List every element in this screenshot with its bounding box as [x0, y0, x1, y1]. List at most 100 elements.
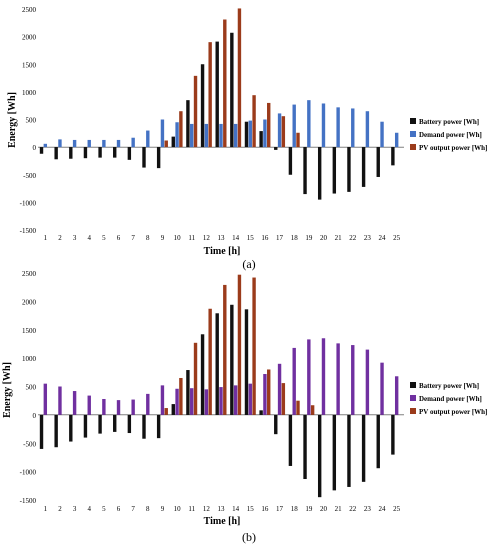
bar-battery-13: [215, 313, 219, 415]
x-tick-label: 11: [188, 234, 195, 242]
bar-demand-4: [87, 395, 91, 415]
y-tick-label: 500: [26, 384, 37, 392]
bar-battery-12: [200, 334, 205, 415]
x-tick-label: 9: [161, 505, 165, 513]
bar-pv-13: [223, 19, 227, 148]
legend-label: Battery power [Wh]: [419, 382, 479, 390]
bar-pv-12: [208, 42, 212, 148]
x-tick-label: 11: [188, 505, 195, 513]
y-tick-label: 2500: [22, 6, 37, 14]
x-tick-label: 20: [320, 234, 328, 242]
bar-pv-14: [237, 274, 242, 415]
y-tick-label: -1000: [20, 469, 37, 477]
bar-battery-7: [127, 414, 132, 434]
legend-swatch: [410, 382, 416, 388]
y-tick-label: 2000: [22, 298, 37, 306]
bar-pv-16: [267, 102, 271, 148]
bar-pv-18: [296, 132, 300, 148]
legend-label: Battery power [Wh]: [419, 118, 479, 126]
bar-demand-16: [263, 374, 267, 415]
bar-demand-21: [336, 107, 340, 148]
x-tick-label: 3: [73, 234, 77, 242]
x-tick-label: 4: [87, 234, 91, 242]
panel-label: (a): [242, 257, 255, 271]
x-tick-label: 10: [174, 505, 182, 513]
bar-battery-16: [259, 131, 263, 148]
x-tick-label: 25: [393, 505, 401, 513]
x-tick-label: 16: [261, 505, 269, 513]
bar-battery-3: [69, 147, 73, 159]
bar-battery-8: [142, 147, 146, 168]
y-axis-label: Energy [Wh]: [2, 362, 13, 418]
x-tick-label: 15: [247, 234, 255, 242]
x-tick-label: 7: [131, 234, 135, 242]
bar-demand-22: [351, 345, 355, 415]
bar-demand-24: [380, 121, 384, 148]
bar-battery-25: [391, 147, 395, 166]
x-tick-label: 21: [335, 505, 343, 513]
y-axis-label: Energy [Wh]: [7, 92, 18, 148]
bar-battery-20: [317, 414, 322, 498]
bar-demand-20: [321, 338, 326, 415]
bar-battery-25: [391, 414, 395, 455]
bar-demand-18: [292, 104, 296, 148]
bar-pv-19: [310, 405, 315, 415]
x-tick-label: 4: [87, 505, 91, 513]
x-tick-label: 22: [349, 234, 357, 242]
bar-battery-6: [113, 147, 117, 158]
bar-battery-15: [244, 121, 249, 148]
bar-battery-9: [156, 414, 161, 439]
bar-pv-16: [267, 369, 271, 415]
bar-demand-13: [219, 387, 223, 415]
x-tick-label: 25: [393, 234, 401, 242]
panel-label: (b): [242, 530, 256, 544]
bar-battery-10: [171, 136, 175, 148]
bar-battery-23: [361, 414, 366, 482]
bar-battery-5: [98, 147, 102, 158]
y-tick-label: -500: [23, 172, 36, 180]
x-tick-label: 10: [174, 234, 182, 242]
bar-pv-18: [296, 400, 300, 415]
y-tick-label: -1500: [20, 497, 37, 505]
bar-battery-23: [361, 147, 366, 187]
bar-battery-4: [83, 414, 88, 438]
bar-demand-11: [190, 123, 194, 148]
bar-demand-7: [131, 137, 135, 148]
bar-demand-7: [131, 399, 135, 415]
bar-demand-14: [233, 385, 238, 415]
x-tick-label: 6: [117, 505, 121, 513]
bar-demand-9: [160, 385, 165, 415]
x-tick-label: 8: [146, 234, 150, 242]
bar-battery-24: [376, 414, 380, 469]
x-tick-label: 8: [146, 505, 150, 513]
x-tick-label: 13: [218, 505, 226, 513]
bar-demand-10: [175, 388, 179, 415]
legend-swatch: [410, 395, 416, 401]
bar-battery-2: [54, 414, 58, 448]
legend: Battery power [Wh] Demand power [Wh] PV …: [410, 382, 487, 416]
bar-demand-9: [160, 119, 165, 148]
bar-pv-15: [252, 95, 256, 148]
bar-demand-19: [307, 339, 311, 415]
bar-demand-8: [146, 130, 150, 148]
bar-demand-17: [277, 363, 282, 415]
bar-demand-3: [72, 391, 77, 415]
x-tick-label: 6: [117, 234, 121, 242]
x-tick-label: 21: [335, 234, 343, 242]
bar-battery-7: [127, 147, 132, 160]
y-tick-label: -1000: [20, 199, 37, 207]
bar-demand-5: [102, 139, 106, 148]
bar-demand-1: [43, 143, 48, 148]
bar-battery-18: [288, 147, 293, 175]
bar-battery-22: [347, 414, 351, 487]
bar-battery-19: [303, 147, 307, 195]
bar-battery-20: [317, 147, 322, 200]
legend-swatch: [410, 131, 416, 137]
legend-swatch: [410, 408, 416, 414]
x-tick-label: 19: [305, 234, 313, 242]
x-tick-label: 13: [218, 234, 226, 242]
bar-demand-19: [307, 100, 311, 148]
bar-pv-11: [193, 342, 198, 415]
